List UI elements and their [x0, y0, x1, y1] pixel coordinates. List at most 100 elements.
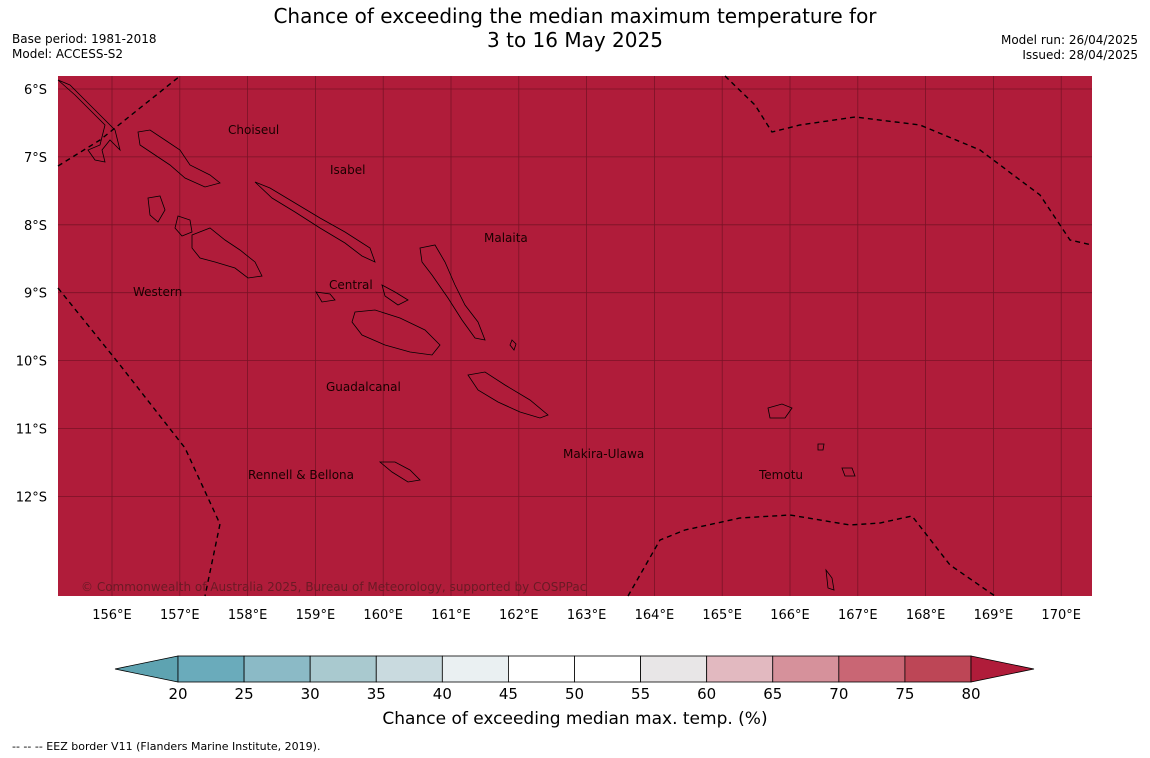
colorbar-tick-label: 45 — [499, 685, 518, 703]
region-label-malaita: Malaita — [484, 231, 528, 245]
lon-label: 165°E — [702, 608, 742, 623]
colorbar-bin — [243, 655, 311, 683]
lat-label: 10°S — [16, 355, 47, 370]
model-text: Model: ACCESS-S2 — [12, 47, 124, 61]
eez-border-sw — [57, 287, 221, 597]
lon-label: 160°E — [363, 608, 403, 623]
region-label-isabel: Isabel — [330, 163, 365, 177]
colorbar-bin — [508, 655, 575, 683]
lon-label: 162°E — [499, 608, 539, 623]
longitude-labels: 156°E 157°E 158°E 159°E 160°E 161°E 162°E 163°E… — [92, 608, 1081, 623]
meta-right: Model run: 26/04/2025 Issued: 28/04/2025 — [1001, 33, 1138, 63]
colorbar-tick-label: 55 — [631, 685, 650, 703]
colorbar-bin — [177, 655, 245, 683]
lat-label: 6°S — [24, 83, 47, 98]
colorbar-tick-label: 35 — [367, 685, 386, 703]
colorbar-bin — [309, 655, 377, 683]
map-svg: 6°S 7°S 8°S 9°S 10°S 11°S 12°S 156°E 157°E 158°E… — [16, 75, 1093, 703]
region-label-choiseul: Choiseul — [228, 123, 279, 137]
region-label-western: Western — [133, 285, 182, 299]
island-new-georgia — [191, 227, 263, 279]
lon-label: 168°E — [906, 608, 946, 623]
copyright-text: © Commonwealth of Australia 2025, Bureau… — [81, 580, 586, 594]
island-guadalcanal — [351, 309, 441, 356]
colorbar-tick-label: 40 — [433, 685, 452, 703]
title-line-1: Chance of exceeding the median maximum t… — [273, 4, 877, 28]
island-bougainville — [57, 79, 121, 163]
island-nendo — [767, 403, 793, 419]
colorbar-tick-label: 50 — [565, 685, 584, 703]
island-isabel — [254, 181, 376, 263]
island-ulawa — [509, 339, 517, 351]
region-label-makira-ulawa: Makira-Ulawa — [563, 447, 644, 461]
lat-label: 8°S — [24, 219, 47, 234]
eez-footnote: -- -- -- EEZ border V11 (Flanders Marine… — [12, 740, 321, 753]
lat-label: 11°S — [16, 423, 47, 438]
region-label-temotu: Temotu — [758, 468, 803, 482]
eez-border-nw — [57, 75, 181, 167]
lon-label: 170°E — [1041, 608, 1081, 623]
lon-label: 169°E — [974, 608, 1014, 623]
colorbar-bin — [772, 655, 840, 683]
lon-label: 161°E — [431, 608, 471, 623]
colorbar-tick-label: 80 — [961, 685, 980, 703]
colorbar-label: Chance of exceeding median max. temp. (%… — [382, 709, 768, 729]
lon-label: 163°E — [567, 608, 607, 623]
island-rennell — [378, 461, 421, 483]
colorbar-bin — [838, 655, 906, 683]
meta-left: Base period: 1981-2018 Model: ACCESS-S2 — [12, 32, 157, 62]
island-vella-lavella — [147, 195, 166, 223]
issued-text: Issued: 28/04/2025 — [1022, 48, 1138, 62]
colorbar-bin — [640, 655, 708, 683]
region-label-guadalcanal: Guadalcanal — [326, 380, 401, 394]
colorbar-bin — [375, 655, 443, 683]
gridlines — [58, 76, 1092, 596]
lon-label: 159°E — [296, 608, 336, 623]
region-label-central: Central — [329, 278, 373, 292]
island-russell — [315, 291, 336, 303]
colorbar-bin — [904, 655, 972, 683]
islands — [57, 79, 856, 591]
colorbar-tick-label: 75 — [895, 685, 914, 703]
colorbar-over-arrow — [970, 655, 1035, 683]
colorbar-tick-label: 65 — [763, 685, 782, 703]
island-florida — [381, 284, 409, 306]
colorbar-under-arrow — [114, 655, 179, 683]
colorbar-bin — [441, 655, 509, 683]
lat-label: 7°S — [24, 151, 47, 166]
eez-borders — [57, 75, 1093, 597]
latitude-labels: 6°S 7°S 8°S 9°S 10°S 11°S 12°S — [16, 83, 47, 505]
colorbar-tick-label: 25 — [235, 685, 254, 703]
colorbar: 20 25 30 35 40 45 50 55 60 65 70 75 80 — [114, 655, 1035, 703]
base-period-text: Base period: 1981-2018 — [12, 32, 157, 46]
island-vanikoro — [841, 467, 856, 477]
lon-label: 156°E — [92, 608, 132, 623]
lon-label: 164°E — [635, 608, 675, 623]
island-utupua — [817, 443, 825, 451]
colorbar-tick-label: 20 — [168, 685, 187, 703]
lon-label: 157°E — [160, 608, 200, 623]
island-makira — [467, 371, 549, 419]
model-run-text: Model run: 26/04/2025 — [1000, 33, 1138, 47]
colorbar-ticks: 20 25 30 35 40 45 50 55 60 65 70 75 80 — [168, 685, 980, 703]
colorbar-tick-label: 70 — [829, 685, 848, 703]
chart-title: Chance of exceeding the median maximum t… — [0, 4, 1150, 52]
eez-border-se — [627, 514, 996, 597]
colorbar-bin — [574, 655, 641, 683]
lon-label: 166°E — [770, 608, 810, 623]
region-labels: Choiseul Isabel Malaita Western Central … — [133, 123, 803, 482]
eez-border-ne — [724, 75, 1093, 246]
colorbar-tick-label: 60 — [697, 685, 716, 703]
island-anuta — [825, 568, 835, 591]
title-line-2: 3 to 16 May 2025 — [487, 28, 663, 52]
map-area — [58, 76, 1092, 596]
lat-label: 9°S — [24, 287, 47, 302]
region-label-rennell-bellona: Rennell & Bellona — [248, 468, 354, 482]
lon-label: 158°E — [228, 608, 268, 623]
lon-label: 167°E — [838, 608, 878, 623]
island-malaita — [419, 244, 486, 341]
colorbar-tick-label: 30 — [301, 685, 320, 703]
lat-label: 12°S — [16, 490, 47, 505]
island-choiseul — [137, 129, 221, 188]
colorbar-bins — [177, 655, 972, 683]
